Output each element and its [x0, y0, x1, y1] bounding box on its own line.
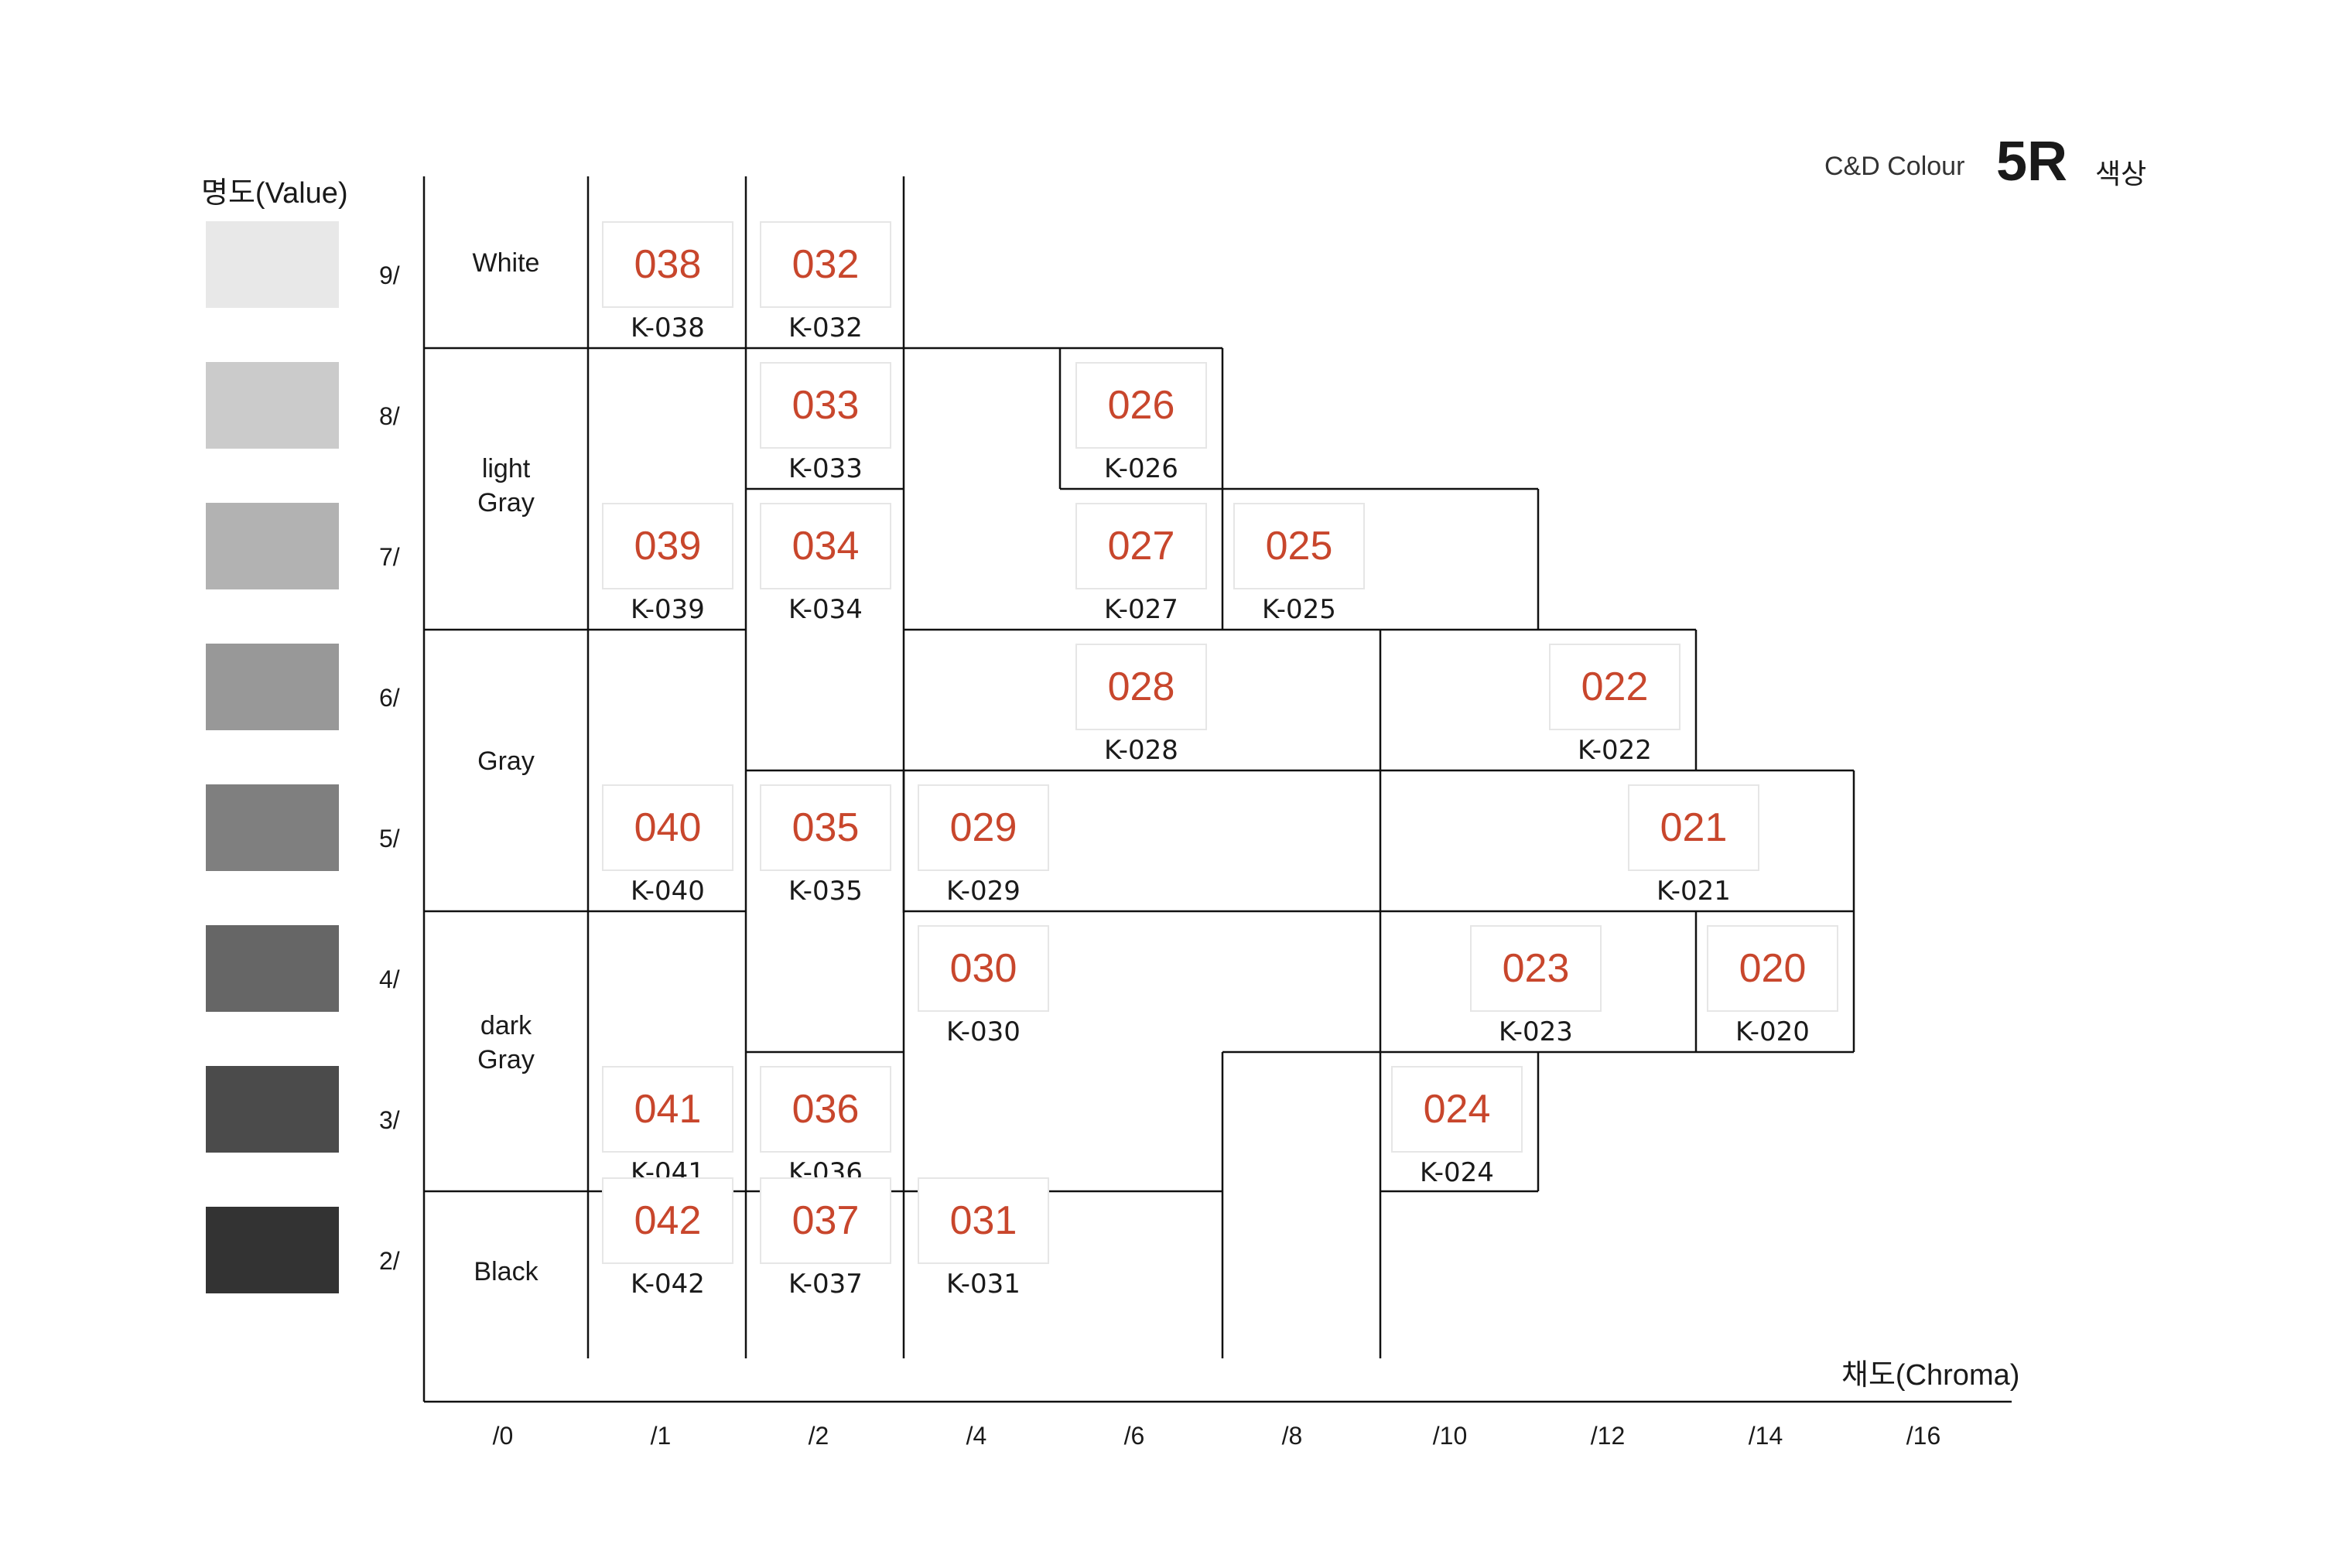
value-label: 9/ [379, 261, 400, 289]
color-code-box: 030 [918, 925, 1049, 1012]
color-code-box: 028 [1075, 644, 1207, 730]
color-code-box: 023 [1470, 925, 1602, 1012]
value-label: 5/ [379, 825, 400, 852]
tone-group-label: Gray [430, 744, 582, 778]
color-code-box: 020 [1707, 925, 1838, 1012]
color-code-box: 031 [918, 1177, 1049, 1264]
color-code-box: 025 [1233, 503, 1365, 589]
value-label: 2/ [379, 1247, 400, 1275]
color-code-box: 036 [760, 1066, 891, 1153]
color-code-label: K-038 [631, 313, 705, 343]
color-code-box: 022 [1549, 644, 1680, 730]
color-code-box: 035 [760, 784, 891, 871]
color-code-box: 039 [602, 503, 733, 589]
color-code-box: 042 [602, 1177, 733, 1264]
value-axis-title: 명도(Value) [201, 177, 348, 210]
color-code-label: K-042 [631, 1269, 705, 1300]
chroma-tick-label: /8 [1281, 1422, 1303, 1450]
chroma-axis-title: 채도(Chroma) [1841, 1359, 2020, 1392]
color-code-label: K-021 [1657, 876, 1731, 907]
color-code-box: 038 [602, 221, 733, 308]
color-code-label: K-025 [1262, 594, 1336, 625]
hue-title: 5R [1996, 131, 2068, 193]
chroma-tick-label: /14 [1748, 1422, 1783, 1450]
color-code-label: K-026 [1104, 453, 1178, 484]
tone-group-label: Black [430, 1255, 582, 1289]
color-code-label: K-022 [1578, 735, 1652, 766]
chroma-tick-label: /2 [808, 1422, 829, 1450]
tone-group-line: dark [480, 1011, 532, 1040]
value-label: 3/ [379, 1106, 400, 1134]
tone-group-line: Gray [477, 1045, 535, 1074]
value-swatch [206, 784, 339, 871]
color-code-label: K-028 [1104, 735, 1178, 766]
color-code-label: K-033 [788, 453, 863, 484]
color-code-label: K-024 [1420, 1157, 1494, 1188]
color-code-label: K-029 [946, 876, 1021, 907]
color-code-box: 024 [1391, 1066, 1523, 1153]
color-code-box: 026 [1075, 362, 1207, 449]
tone-group-line: Black [474, 1257, 539, 1286]
value-swatch [206, 644, 339, 730]
color-code-box: 040 [602, 784, 733, 871]
value-swatch [206, 503, 339, 589]
color-code-label: K-023 [1499, 1016, 1573, 1047]
chroma-tick-label: /1 [650, 1422, 672, 1450]
chroma-tick-label: /6 [1123, 1422, 1145, 1450]
color-code-label: K-027 [1104, 594, 1178, 625]
tone-group-label: light Gray [430, 452, 582, 520]
color-code-label: K-037 [788, 1269, 863, 1300]
color-code-label: K-039 [631, 594, 705, 625]
color-code-box: 029 [918, 784, 1049, 871]
color-code-box: 033 [760, 362, 891, 449]
color-code-box: 034 [760, 503, 891, 589]
color-code-label: K-040 [631, 876, 705, 907]
value-swatch [206, 1207, 339, 1293]
chroma-tick-label: /16 [1906, 1422, 1941, 1450]
color-code-label: K-020 [1735, 1016, 1810, 1047]
tone-group-line: Gray [477, 746, 535, 776]
color-code-box: 021 [1628, 784, 1759, 871]
value-swatch [206, 362, 339, 449]
color-code-label: K-032 [788, 313, 863, 343]
color-code-label: K-030 [946, 1016, 1021, 1047]
value-label: 7/ [379, 543, 400, 571]
tone-group-label: White [430, 246, 582, 280]
brand-label: C&D Colour [1824, 152, 1965, 181]
value-swatch [206, 221, 339, 308]
chroma-tick-label: /4 [966, 1422, 987, 1450]
value-swatch [206, 925, 339, 1012]
value-swatch [206, 1066, 339, 1153]
color-code-box: 027 [1075, 503, 1207, 589]
color-code-label: K-031 [946, 1269, 1021, 1300]
color-code-box: 041 [602, 1066, 733, 1153]
value-label: 6/ [379, 684, 400, 712]
chroma-tick-label: /10 [1432, 1422, 1468, 1450]
tone-group-line: Gray [477, 488, 535, 518]
color-code-label: K-034 [788, 594, 863, 625]
value-label: 4/ [379, 965, 400, 993]
color-code-box: 032 [760, 221, 891, 308]
tone-group-line: light [481, 454, 531, 483]
value-label: 8/ [379, 402, 400, 430]
tone-group-label: dark Gray [430, 1009, 582, 1077]
chroma-tick-label: /12 [1590, 1422, 1626, 1450]
color-code-box: 037 [760, 1177, 891, 1264]
tone-group-line: White [472, 248, 540, 278]
hue-suffix: 색상 [2095, 158, 2147, 190]
chroma-tick-label: /0 [492, 1422, 514, 1450]
color-code-label: K-035 [788, 876, 863, 907]
